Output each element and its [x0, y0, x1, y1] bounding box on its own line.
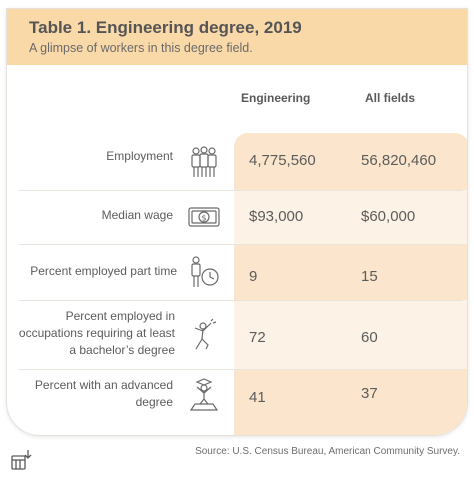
row-divider — [19, 369, 463, 370]
engineering-cell-bg — [234, 244, 350, 300]
engineering-cell-bg — [234, 190, 350, 244]
cell-all-fields-employment: 56,820,460 — [361, 152, 437, 169]
all-fields-cell-bg — [350, 244, 467, 300]
all-fields-cell-bg — [350, 190, 467, 244]
table-header: Table 1. Engineering degree, 2019 A glim… — [7, 9, 467, 65]
all-fields-cell-bg — [350, 133, 467, 190]
cell-engineering-advanced-degree: 41 — [249, 389, 266, 406]
column-header-all-fields: All fields — [365, 91, 416, 105]
row-label-part-time: Percent employed part time — [30, 264, 177, 278]
celebrating-person-icon — [194, 318, 217, 350]
person-clock-icon — [191, 256, 219, 287]
all-fields-cell-bg — [350, 369, 467, 435]
column-header-engineering: Engineering — [241, 91, 311, 105]
all-fields-cell-bg — [350, 300, 467, 369]
row-divider — [19, 300, 463, 301]
table-card: Table 1. Engineering degree, 2019 A glim… — [6, 8, 468, 436]
cell-engineering-employment: 4,775,560 — [249, 152, 316, 169]
engineering-cell-bg — [234, 133, 350, 190]
engineering-cell-bg — [234, 369, 350, 435]
table-title: Table 1. Engineering degree, 2019 — [29, 18, 302, 37]
cell-engineering-bachelors: 72 — [249, 329, 266, 346]
row-label-advanced-degree: Percent with an advanced degree — [34, 378, 173, 409]
graduate-podium-icon — [189, 378, 219, 411]
workers-icon — [191, 146, 217, 177]
row-divider — [19, 190, 463, 191]
cell-engineering-median-wage: $93,000 — [249, 208, 304, 225]
download-data-icon[interactable] — [10, 449, 32, 471]
table-subtitle: A glimpse of workers in this degree fiel… — [29, 41, 253, 55]
row-label-median-wage: Median wage — [101, 208, 173, 222]
source-note: Source: U.S. Census Bureau, American Com… — [195, 446, 460, 457]
cell-all-fields-part-time: 15 — [361, 268, 378, 285]
row-divider — [19, 244, 463, 245]
cell-engineering-part-time: 9 — [249, 268, 258, 285]
row-label-employment: Employment — [106, 149, 173, 163]
cell-all-fields-median-wage: $60,000 — [361, 208, 416, 225]
cell-all-fields-advanced-degree: 37 — [361, 385, 378, 402]
svg-text:$: $ — [201, 214, 206, 223]
money-icon: $ — [188, 207, 220, 227]
engineering-cell-bg — [234, 300, 350, 369]
cell-all-fields-bachelors: 60 — [361, 329, 378, 346]
row-label-bachelors: Percent employed in occupations requirin… — [18, 309, 175, 357]
